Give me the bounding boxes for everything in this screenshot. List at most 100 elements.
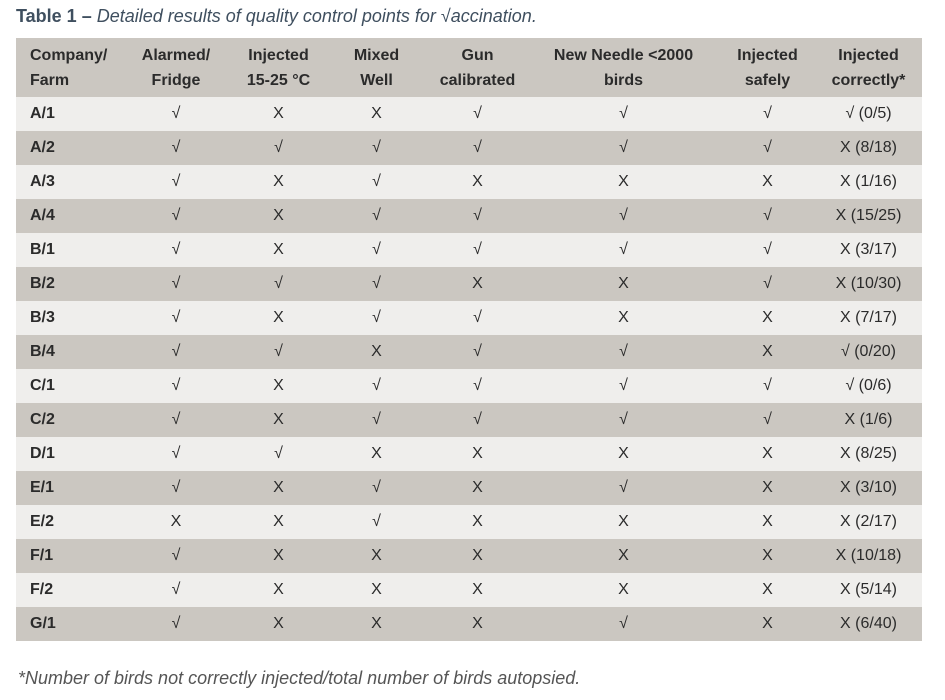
result-cell: √	[619, 411, 628, 428]
result-cell: √	[171, 377, 181, 394]
result-cell: √	[372, 241, 381, 258]
results-table: Company/ Farm Alarmed/ Fridge Injected 15-…	[16, 38, 922, 641]
result-cell: √ (0/6)	[845, 377, 892, 394]
result-cell: X	[170, 513, 182, 530]
result-cell: X (7/17)	[840, 309, 897, 326]
result-cell: X (2/17)	[840, 513, 897, 530]
result-cell: √	[619, 105, 628, 122]
result-cell: √	[171, 479, 181, 496]
result-cell: √	[171, 411, 181, 428]
result-cell: √	[619, 377, 628, 394]
result-cell: √	[763, 105, 772, 122]
result-cell: X	[762, 615, 773, 632]
result-cell: √	[473, 241, 482, 258]
result-cell: √	[274, 445, 283, 462]
column-header: New Needle <2000 birds	[553, 46, 694, 89]
farm-cell: A/4	[30, 207, 55, 224]
result-cell: √	[171, 343, 181, 360]
result-cell: √ (0/5)	[845, 105, 892, 122]
result-cell: X (15/25)	[835, 207, 902, 224]
result-cell: √	[763, 241, 772, 258]
column-header: Mixed Well	[353, 46, 400, 89]
result-cell: X	[371, 581, 382, 598]
column-header: Alarmed/ Fridge	[141, 46, 211, 89]
result-cell: √	[171, 615, 181, 632]
table-row: F/1 √ X X X X X X (10/18)	[16, 539, 922, 573]
result-cell: √	[473, 377, 482, 394]
table-row: C/2 √ X √ √ √ √ X (1/6)	[16, 403, 922, 437]
farm-cell: B/4	[30, 343, 55, 360]
footnote: *Number of birds not correctly injected/…	[18, 668, 581, 688]
result-cell: √	[171, 309, 181, 326]
result-cell: X	[762, 513, 773, 530]
result-cell: X	[472, 547, 483, 564]
header-row: Company/ Farm Alarmed/ Fridge Injected 15-…	[16, 38, 922, 97]
farm-cell: F/2	[30, 581, 54, 598]
farm-cell: B/3	[30, 309, 55, 326]
result-cell: √	[372, 513, 381, 530]
farm-cell: C/1	[30, 377, 55, 394]
result-cell: X	[762, 581, 773, 598]
column-header: Gun calibrated	[439, 46, 516, 89]
result-cell: X (1/16)	[840, 173, 897, 190]
result-cell: √	[171, 445, 181, 462]
result-cell: X	[273, 173, 284, 190]
result-cell: X	[762, 479, 773, 496]
result-cell: √	[372, 377, 381, 394]
result-cell: √	[372, 411, 381, 428]
result-cell: √	[473, 309, 482, 326]
result-cell: X	[273, 377, 284, 394]
result-cell: X	[762, 445, 773, 462]
result-cell: X (10/30)	[835, 275, 902, 292]
result-cell: X (1/6)	[844, 411, 893, 428]
result-cell: X	[618, 547, 629, 564]
farm-cell: A/1	[30, 105, 55, 122]
result-cell: √	[619, 479, 628, 496]
result-cell: √	[274, 139, 283, 156]
result-cell: X	[472, 173, 483, 190]
result-cell: X (10/18)	[835, 547, 902, 564]
result-cell: √	[372, 275, 381, 292]
result-cell: √	[171, 139, 181, 156]
farm-cell: E/2	[30, 513, 55, 530]
table-row: B/1 √ X √ √ √ √ X (3/17)	[16, 233, 922, 267]
table-row: A/2 √ √ √ √ √ √ X (8/18)	[16, 131, 922, 165]
caption-text: Detailed results of quality control poin…	[96, 6, 537, 26]
table-row: A/1 √ X X √ √ √ √ (0/5)	[16, 97, 922, 131]
column-header: Injected correctly*	[831, 46, 906, 89]
result-cell: √	[171, 547, 181, 564]
result-cell: √	[473, 343, 482, 360]
result-cell: X	[273, 479, 284, 496]
result-cell: X (8/25)	[840, 445, 897, 462]
result-cell: √	[274, 275, 283, 292]
table-row: C/1 √ X √ √ √ √ √ (0/6)	[16, 369, 922, 403]
table-row: B/4 √ √ X √ √ X √ (0/20)	[16, 335, 922, 369]
result-cell: X	[273, 513, 284, 530]
result-cell: √	[473, 139, 482, 156]
caption-label: Table 1 –	[16, 6, 92, 26]
result-cell: √	[171, 173, 181, 190]
result-cell: X	[618, 173, 629, 190]
result-cell: √	[619, 615, 628, 632]
farm-cell: B/2	[30, 275, 55, 292]
farm-cell: C/2	[30, 411, 55, 428]
table-row: E/2 X X √ X X X X (2/17)	[16, 505, 922, 539]
result-cell: √	[171, 207, 181, 224]
result-cell: √	[372, 139, 381, 156]
table-row: E/1 √ X √ X √ X X (3/10)	[16, 471, 922, 505]
farm-cell: E/1	[30, 479, 55, 496]
result-cell: X	[371, 343, 382, 360]
result-cell: √	[372, 173, 381, 190]
result-cell: √	[473, 411, 482, 428]
result-cell: √	[171, 275, 181, 292]
result-cell: X (3/17)	[840, 241, 897, 258]
table-row: G/1 √ X X X √ X X (6/40)	[16, 607, 922, 641]
result-cell: X	[371, 615, 382, 632]
result-cell: X	[273, 581, 284, 598]
table-row: D/1 √ √ X X X X X (8/25)	[16, 437, 922, 471]
farm-cell: B/1	[30, 241, 55, 258]
result-cell: √	[619, 139, 628, 156]
result-cell: √	[171, 105, 181, 122]
result-cell: √	[619, 343, 628, 360]
result-cell: X (6/40)	[840, 615, 897, 632]
